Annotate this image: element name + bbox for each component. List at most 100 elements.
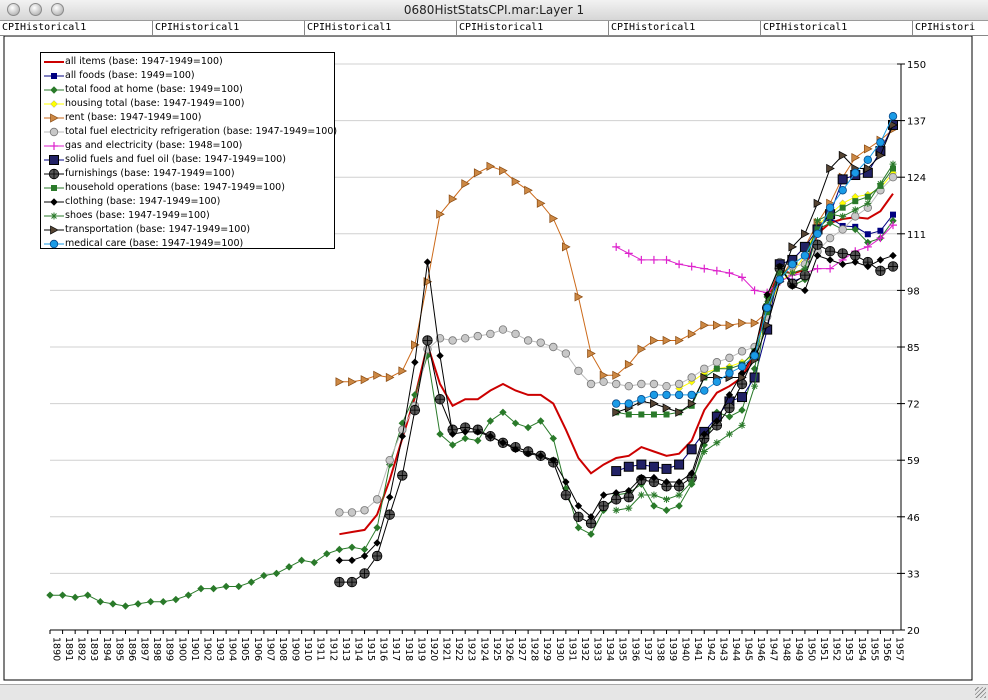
- data-point: [334, 576, 345, 588]
- legend-item: solid fuels and fuel oil (base: 1947-194…: [43, 153, 333, 167]
- x-tick-label: 1899: [164, 637, 175, 661]
- data-point: [474, 428, 482, 436]
- sheet-label: CPIHistorical1: [760, 21, 847, 35]
- window-title: 0680HistStatsCPI.mar:Layer 1: [403, 3, 585, 17]
- data-point: [751, 382, 759, 390]
- chart-legend: all items (base: 1947-1949=100) all foods…: [40, 52, 337, 249]
- data-point: [398, 432, 407, 440]
- minimize-window-icon[interactable]: [29, 3, 42, 16]
- data-point-cross: [372, 551, 382, 561]
- data-point: [649, 379, 659, 389]
- x-tick-label: 1908: [277, 637, 288, 661]
- data-point: [50, 142, 58, 150]
- x-tick-label: 1929: [541, 637, 552, 661]
- data-point: [51, 73, 57, 79]
- data-point: [737, 392, 748, 403]
- close-window-icon[interactable]: [7, 3, 20, 16]
- data-point: [346, 576, 358, 588]
- data-point: [398, 425, 407, 434]
- data-point: [586, 379, 596, 389]
- data-point: [725, 430, 733, 438]
- data-point: [434, 394, 446, 405]
- data-point: [661, 463, 672, 474]
- series-line: [339, 176, 894, 513]
- data-point: [662, 478, 671, 486]
- data-point: [574, 292, 584, 302]
- data-point: [851, 212, 860, 221]
- legend-swatch: [44, 61, 64, 63]
- data-point: [625, 486, 633, 495]
- x-tick-label: 1913: [340, 637, 351, 661]
- data-point: [851, 225, 859, 234]
- legend-item: gas and electricity (base: 1948=100): [43, 139, 333, 153]
- data-point: [851, 153, 860, 163]
- legend-swatch: [44, 212, 64, 220]
- resize-grip-icon[interactable]: [975, 687, 986, 698]
- data-point: [637, 379, 646, 389]
- y-tick-label: 33: [907, 569, 920, 580]
- data-point: [599, 370, 609, 380]
- data-point: [310, 558, 318, 567]
- sheet-label: CPIHistorical1: [304, 21, 391, 35]
- window-status-bar: [0, 684, 988, 700]
- data-point: [888, 112, 898, 121]
- data-point: [713, 320, 722, 330]
- data-point-cross: [573, 512, 584, 522]
- data-point: [599, 377, 608, 387]
- data-point: [813, 251, 822, 260]
- data-point: [637, 491, 645, 499]
- data-point: [625, 504, 633, 512]
- legend-item: transportation (base: 1947-1949=100): [43, 223, 333, 237]
- data-point: [599, 491, 608, 499]
- data-point: [474, 436, 482, 445]
- data-point: [436, 430, 444, 438]
- data-point: [347, 508, 357, 517]
- x-tick-label: 1922: [453, 637, 464, 661]
- data-point: [50, 212, 58, 220]
- data-point: [197, 584, 205, 593]
- legend-label: furnishings (base: 1947-1949=100): [65, 168, 235, 179]
- data-point: [826, 256, 834, 264]
- y-tick-label: 137: [907, 117, 926, 128]
- x-tick-label: 1901: [189, 637, 200, 661]
- data-point: [371, 550, 383, 562]
- data-point: [373, 523, 381, 532]
- data-point: [837, 248, 848, 259]
- window-title-bar: 0680HistStatsCPI.mar:Layer 1: [0, 0, 988, 21]
- legend-label: rent (base: 1947-1949=100): [65, 112, 202, 123]
- x-tick-label: 1900: [176, 637, 187, 661]
- data-point: [624, 359, 634, 369]
- legend-item: furnishings (base: 1947-1949=100): [43, 167, 333, 181]
- legend-label: gas and electricity (base: 1948=100): [65, 140, 243, 151]
- data-point: [610, 494, 622, 505]
- x-tick-label: 1923: [466, 637, 477, 661]
- data-point: [612, 407, 621, 417]
- data-point: [50, 198, 58, 206]
- series-3: [675, 168, 897, 393]
- data-point: [511, 176, 521, 187]
- data-point: [360, 375, 370, 385]
- legend-label: total food at home (base: 1949=100): [65, 84, 243, 95]
- data-point: [725, 368, 734, 378]
- data-point: [297, 556, 306, 565]
- y-tick-label: 150: [907, 60, 926, 71]
- data-point: [447, 424, 458, 435]
- x-tick-label: 1920: [428, 637, 439, 661]
- data-point: [851, 258, 859, 266]
- data-point: [335, 508, 344, 517]
- data-point: [863, 144, 873, 154]
- x-tick-label: 1910: [302, 637, 313, 661]
- data-point: [650, 502, 658, 510]
- data-point: [877, 227, 884, 234]
- x-tick-label: 1948: [780, 637, 791, 661]
- data-point: [888, 172, 898, 182]
- data-point: [335, 545, 344, 554]
- data-point: [724, 402, 735, 414]
- data-point: [360, 552, 369, 560]
- data-point: [436, 352, 444, 360]
- data-point: [712, 266, 721, 275]
- chart-frame: [3, 36, 973, 681]
- legend-label: housing total (base: 1947-1949=100): [65, 98, 245, 109]
- data-point: [612, 242, 621, 251]
- zoom-window-icon[interactable]: [51, 3, 64, 16]
